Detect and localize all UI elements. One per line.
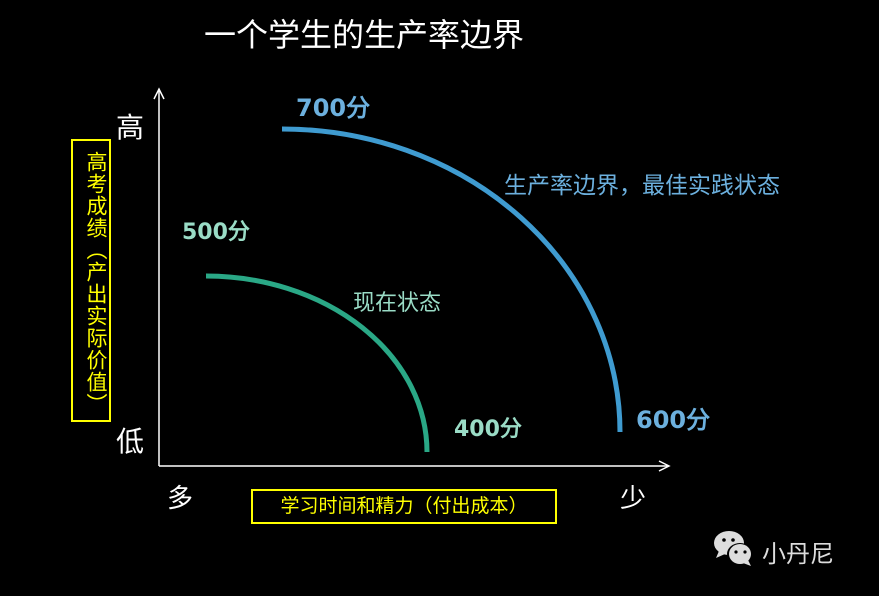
- y-axis: [153, 87, 165, 466]
- frontier-bottom-label: 600分: [636, 406, 711, 434]
- watermark-text: 小丹尼: [762, 540, 834, 568]
- frontier-curve-label: 生产率边界，最佳实践状态: [504, 173, 780, 199]
- y-axis-low-label: 低: [116, 425, 145, 458]
- frontier-top-label: 700分: [296, 94, 371, 122]
- x-axis-left-label: 多: [167, 484, 194, 514]
- x-axis-title: 学习时间和精力（付出成本）: [251, 489, 557, 524]
- x-axis-right-label: 少: [620, 484, 647, 514]
- current-curve-label: 现在状态: [353, 291, 442, 316]
- current-bottom-label: 400分: [454, 417, 522, 442]
- current-curve: [205, 273, 430, 453]
- x-axis: [159, 460, 671, 472]
- current-top-label: 500分: [182, 220, 250, 245]
- y-axis-title: 高考成绩（产出实际价值）: [71, 139, 111, 422]
- wechat-icon: [714, 531, 753, 566]
- diagram-title: 一个学生的生产率边界: [204, 16, 525, 54]
- y-axis-high-label: 高: [116, 111, 145, 144]
- frontier-curve: [281, 126, 623, 433]
